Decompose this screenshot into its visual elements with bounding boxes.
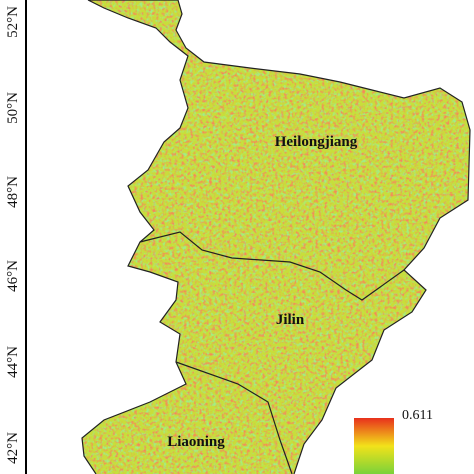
axis-strip [0, 0, 26, 474]
region-outline [81, 0, 471, 474]
latitude-label: 44°N [5, 346, 21, 378]
province-border [139, 231, 405, 301]
latitude-label: 42°N [5, 432, 21, 464]
province-label: Jilin [276, 312, 305, 328]
province-label: Heilongjiang [275, 134, 358, 150]
province-border [175, 361, 293, 474]
province-label: Liaoning [167, 434, 225, 450]
legend-max-label: 0.611 [402, 408, 433, 423]
latitude-label: 48°N [5, 176, 21, 208]
legend-colorbar [354, 418, 394, 474]
latitude-label: 46°N [5, 260, 21, 292]
latitude-label: 50°N [5, 92, 21, 124]
latitude-label: 52°N [5, 6, 21, 38]
